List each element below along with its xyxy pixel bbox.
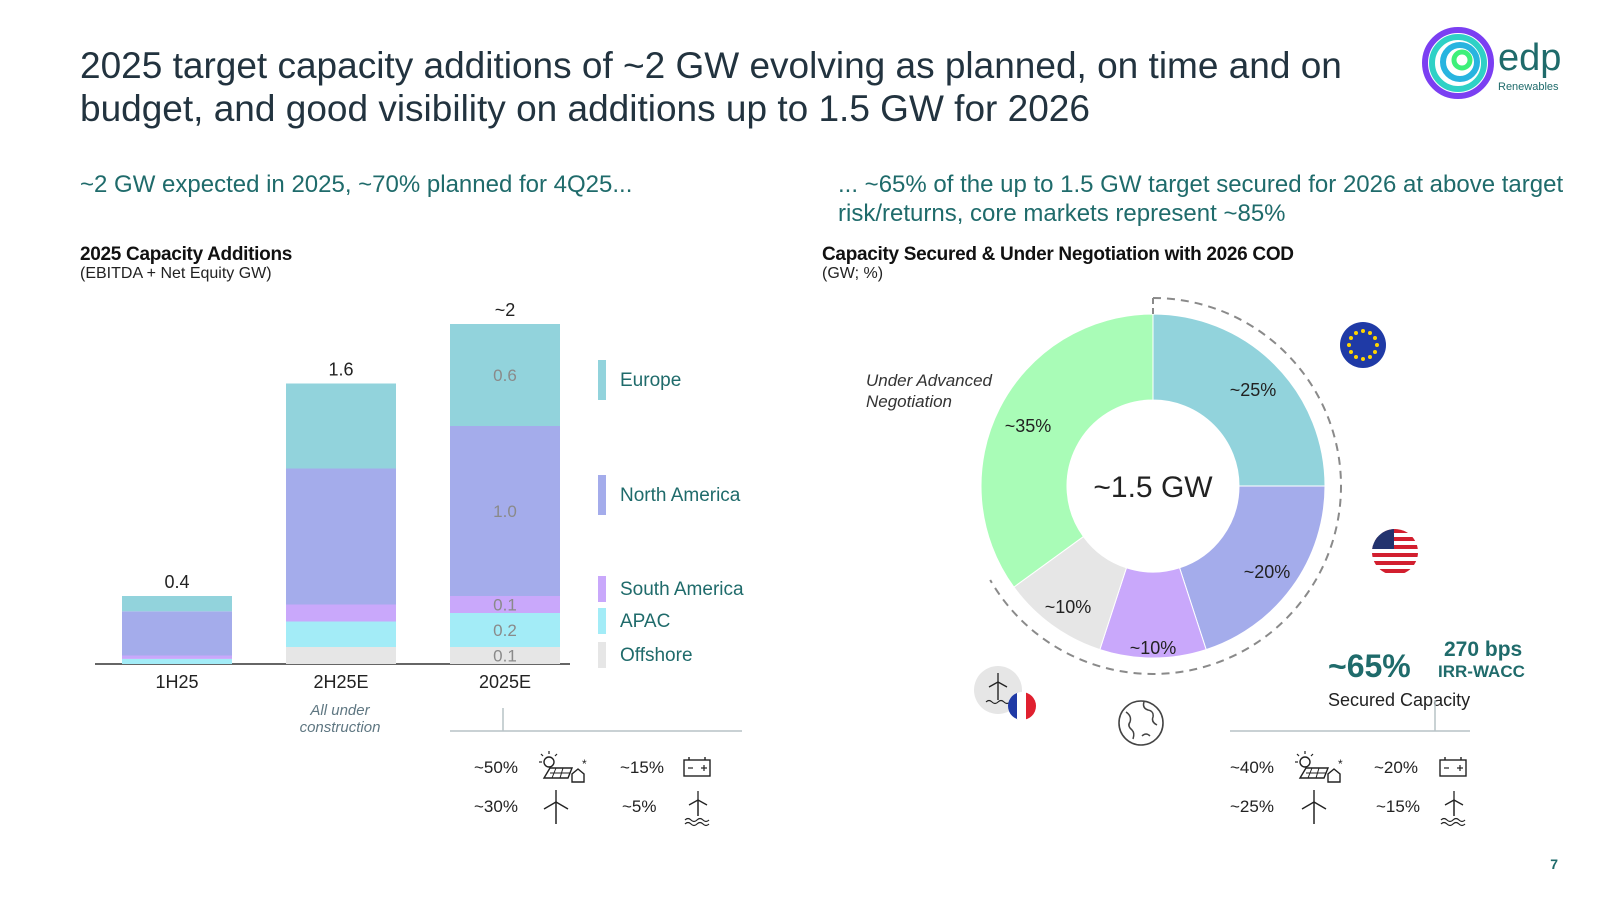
secured-dashed-arc <box>989 297 1342 675</box>
us-flag-icon <box>1372 529 1418 575</box>
bar-segment-north-america <box>286 468 396 605</box>
legend-swatch <box>598 642 606 668</box>
x-tick-label: 1H25 <box>155 672 198 692</box>
bar-segment-label: 1.0 <box>493 502 517 521</box>
x-tick-label: 2H25E <box>313 672 368 692</box>
right-tech-divider <box>1230 700 1470 732</box>
donut-slice-label: ~20% <box>1244 562 1291 582</box>
globe-icon <box>1118 700 1164 746</box>
right-offshore-pct: ~15% <box>1376 797 1420 816</box>
bar-segment-label: 0.1 <box>493 647 517 666</box>
left-subtitle: ~2 GW expected in 2025, ~70% planned for… <box>80 171 633 198</box>
legend-label: Europe <box>620 370 681 391</box>
secured-irr-label: IRR-WACC <box>1438 662 1525 681</box>
legend-label: North America <box>620 485 741 506</box>
bar-segment-offshore <box>286 647 396 664</box>
left-battery-pct: ~15% <box>620 758 664 777</box>
left-tech-divider <box>450 708 742 732</box>
donut-slice-label: ~10% <box>1045 597 1092 617</box>
advanced-negotiation-label: Under Advanced Negotiation <box>866 371 993 411</box>
secured-pct: ~65% <box>1328 648 1411 684</box>
bar-chart: 0.4 1H25 1.6 2H25E 0.1 0.2 0.1 1.0 0.6 ~2 2025E Eur… <box>95 300 744 692</box>
right-wind-pct: ~25% <box>1230 797 1274 816</box>
bar-segment-apac <box>450 613 560 647</box>
donut-chart: ~25% ~20% ~10% ~10% ~35% ~1.5 GW <box>980 297 1342 675</box>
bar-segment-label: 0.1 <box>493 596 517 615</box>
donut-slice-europe <box>1152 313 1326 487</box>
logo-text: edp <box>1498 37 1561 79</box>
bar-segment-south-america <box>450 596 560 613</box>
edp-logo: edp Renewables <box>1418 22 1588 104</box>
bar-segment-europe <box>450 324 560 426</box>
logo-subtext: Renewables <box>1498 81 1559 93</box>
left-offshore-pct: ~5% <box>622 797 657 816</box>
bar-segment-south-america <box>122 655 232 659</box>
legend-swatch <box>598 608 606 634</box>
donut-slice-label: ~10% <box>1130 638 1177 658</box>
bar-segment-north-america <box>122 611 232 656</box>
left-wind-pct: ~30% <box>474 797 518 816</box>
left-solar-pct: ~50% <box>474 758 518 777</box>
battery-icon <box>683 757 711 777</box>
solar-icon: * <box>1295 751 1343 783</box>
bar-segment-north-america <box>450 426 560 596</box>
under-construction-note: All under construction <box>299 702 381 736</box>
offshore-france-icon <box>974 666 1036 720</box>
offshore-wind-icon <box>1440 791 1466 827</box>
bar-segment-europe <box>286 383 396 469</box>
bar-segment-offshore <box>450 647 560 664</box>
svg-text:*: * <box>1338 757 1343 771</box>
wind-icon <box>1301 790 1327 824</box>
bar-total-label: 0.4 <box>164 572 189 592</box>
legend-label: APAC <box>620 611 670 632</box>
bar-segment-label: 0.6 <box>493 366 517 385</box>
eu-flag-icon <box>1340 322 1386 368</box>
bar-chart-title: 2025 Capacity Additions <box>80 244 293 265</box>
bar-segment-apac <box>122 658 232 664</box>
offshore-wind-icon <box>684 791 710 827</box>
svg-text:*: * <box>582 757 587 771</box>
bar-chart-unit: (EBITDA + Net Equity GW) <box>80 265 272 282</box>
bar-total-label: ~2 <box>495 300 516 320</box>
donut-chart-title: Capacity Secured & Under Negotiation wit… <box>822 244 1294 265</box>
page-number: 7 <box>1550 856 1558 872</box>
donut-slice-advanced <box>980 313 1154 588</box>
bar-total-label: 1.6 <box>328 360 353 380</box>
secured-bps: 270 bps <box>1444 638 1523 661</box>
legend-label: Offshore <box>620 645 693 666</box>
bar-segment-label: 0.2 <box>493 621 517 640</box>
right-solar-pct: ~40% <box>1230 758 1274 777</box>
donut-slice-label: ~25% <box>1230 380 1277 400</box>
legend-swatch <box>598 360 606 400</box>
bar-segment-europe <box>122 596 232 612</box>
right-battery-pct: ~20% <box>1374 758 1418 777</box>
right-subtitle: ... ~65% of the up to 1.5 GW target secu… <box>838 171 1564 227</box>
solar-icon: * <box>539 751 587 783</box>
battery-icon <box>1439 757 1467 777</box>
edp-logo-mark: edp Renewables <box>1422 27 1561 99</box>
wind-icon <box>543 790 569 824</box>
legend-swatch <box>598 576 606 602</box>
legend-swatch <box>598 475 606 515</box>
page-title: 2025 target capacity additions of ~2 GW … <box>80 45 1342 129</box>
donut-chart-unit: (GW; %) <box>822 265 884 282</box>
donut-slice-north-america <box>1178 485 1326 651</box>
x-tick-label: 2025E <box>479 672 531 692</box>
bar-segment-south-america <box>286 604 396 622</box>
donut-slice-label: ~35% <box>1005 416 1052 436</box>
legend-label: South America <box>620 579 744 600</box>
bar-segment-apac <box>286 621 396 647</box>
donut-center-label: ~1.5 GW <box>1093 471 1213 504</box>
